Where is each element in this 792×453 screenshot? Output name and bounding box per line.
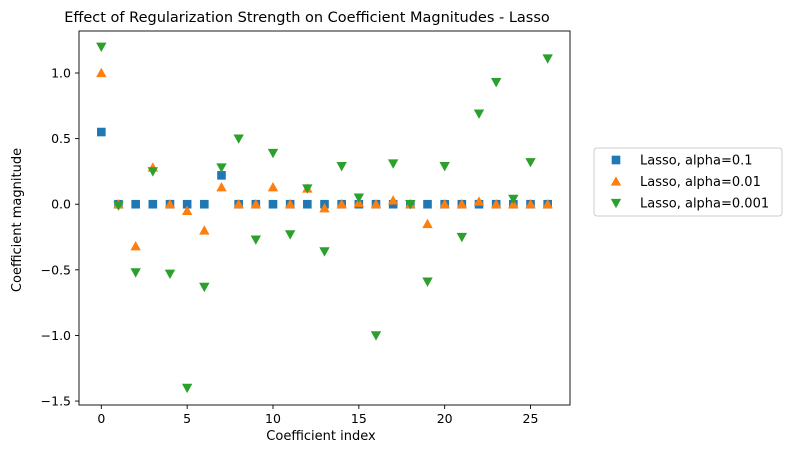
legend-item: Lasso, alpha=0.01 — [610, 175, 761, 190]
data-point — [405, 200, 416, 210]
plot-area — [96, 42, 553, 394]
legend-label: Lasso, alpha=0.01 — [640, 175, 761, 190]
data-point — [284, 230, 296, 240]
data-point — [267, 148, 279, 159]
data-point — [423, 199, 432, 209]
x-tick-label: 15 — [351, 411, 367, 426]
data-point — [147, 167, 159, 177]
axes-frame — [78, 30, 571, 406]
data-point — [200, 199, 209, 209]
data-point — [302, 184, 313, 194]
series-1 — [97, 127, 552, 209]
y-tick-label: −1.0 — [41, 328, 71, 343]
data-point — [181, 205, 193, 215]
data-point — [199, 225, 210, 235]
series-3 — [96, 42, 553, 394]
data-point — [233, 199, 244, 209]
data-point — [336, 162, 347, 172]
data-point — [439, 162, 450, 172]
data-point — [439, 199, 450, 209]
legend-item: Lasso, alpha=0.001 — [610, 197, 769, 212]
legend-label: Lasso, alpha=0.1 — [640, 154, 753, 169]
legend-item: Lasso, alpha=0.1 — [611, 154, 753, 169]
data-point — [473, 109, 485, 119]
y-axis-label: Coefficient magnitude — [10, 148, 25, 292]
data-point — [113, 201, 124, 211]
y-tick-label: −0.5 — [41, 262, 71, 277]
data-point — [456, 232, 468, 243]
data-point — [250, 235, 262, 245]
legend-box — [593, 147, 783, 217]
data-point — [456, 199, 468, 209]
x-tick-label: 25 — [523, 411, 539, 426]
y-tick-label: 0.5 — [51, 131, 71, 146]
data-point — [250, 199, 262, 209]
data-point — [97, 127, 106, 137]
x-tick-label: 0 — [97, 411, 105, 426]
data-point — [217, 171, 226, 180]
data-point — [353, 193, 365, 203]
data-point — [319, 247, 330, 257]
data-point — [181, 383, 193, 394]
data-point — [422, 218, 433, 229]
data-point — [542, 54, 553, 64]
data-point — [422, 277, 433, 287]
series-2 — [96, 67, 553, 251]
y-tick-label: −1.5 — [41, 394, 71, 409]
data-point — [164, 269, 176, 279]
data-point — [96, 67, 107, 78]
data-point — [336, 199, 347, 209]
axes: 0 5 10 15 20 25 −1.5 −1.0 −0.5 0.0 0.5 1.0 — [41, 30, 571, 426]
legend-marker — [611, 155, 621, 165]
data-point — [473, 196, 485, 206]
legend: Lasso, alpha=0.1 Lasso, alpha=0.01 Lasso, … — [593, 147, 783, 217]
data-point — [303, 199, 312, 209]
chart-title: Effect of Regularization Strength on Coe… — [64, 10, 550, 26]
x-tick-label: 10 — [265, 411, 281, 426]
data-point — [96, 42, 107, 52]
data-point — [542, 199, 553, 209]
data-point — [387, 195, 399, 205]
data-point — [490, 78, 502, 88]
data-point — [233, 134, 244, 144]
data-point — [525, 199, 536, 209]
data-point — [508, 194, 519, 205]
data-point — [387, 159, 399, 169]
data-point — [130, 241, 141, 251]
data-point — [130, 268, 141, 278]
data-point — [268, 199, 278, 209]
data-point — [199, 282, 210, 293]
data-point — [284, 199, 296, 209]
data-point — [216, 181, 227, 192]
data-point — [319, 202, 330, 213]
data-point — [148, 199, 158, 209]
data-point — [216, 163, 227, 173]
legend-marker — [610, 198, 622, 209]
legend-label: Lasso, alpha=0.001 — [640, 197, 769, 212]
x-tick-label: 5 — [183, 411, 191, 426]
data-point — [370, 199, 382, 209]
data-point — [182, 199, 192, 209]
x-axis-label: Coefficient index — [266, 429, 376, 444]
y-tick-label: 0.0 — [51, 197, 71, 212]
data-point — [267, 181, 279, 192]
y-tick-label: 1.0 — [51, 65, 71, 80]
legend-marker — [610, 176, 622, 186]
data-point — [131, 199, 140, 209]
data-point — [525, 158, 536, 168]
data-point — [490, 199, 502, 209]
data-point — [370, 331, 382, 341]
x-tick-label: 20 — [437, 411, 453, 426]
data-point — [164, 199, 176, 209]
